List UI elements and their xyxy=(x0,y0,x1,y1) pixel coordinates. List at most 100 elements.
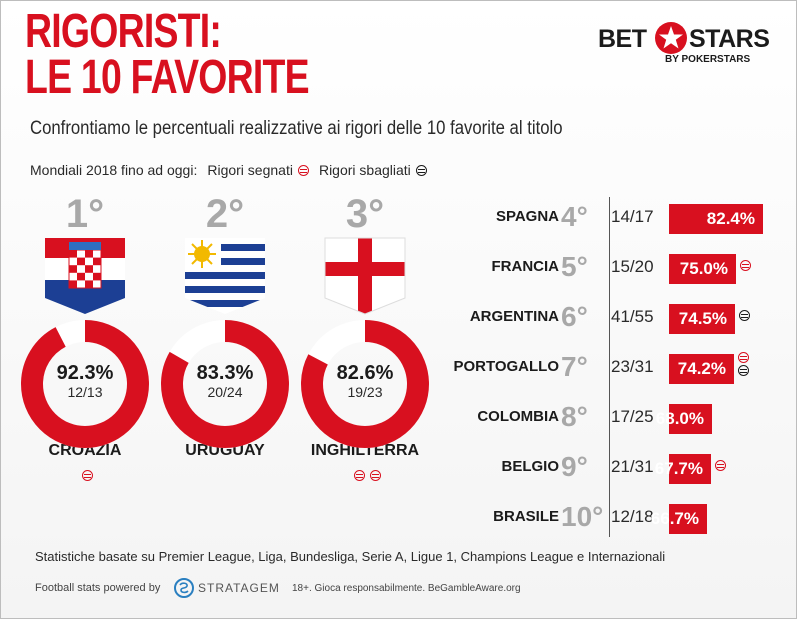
rank-label: 8° xyxy=(561,401,588,432)
subtitle: Confrontiamo le percentuali realizzative… xyxy=(30,118,563,139)
team-balls xyxy=(301,468,429,482)
bar-label: 67.7% xyxy=(654,459,703,478)
missed-ball-icon xyxy=(739,310,750,321)
donut-fraction: 12/13 xyxy=(67,384,103,400)
donut-percent: 82.6% xyxy=(336,362,394,384)
bar-label: 74.5% xyxy=(678,309,727,328)
column-divider xyxy=(609,197,610,537)
donut-svg xyxy=(161,320,289,448)
team-name: CROAZIA xyxy=(48,442,122,459)
rank-label: 5° xyxy=(561,251,588,282)
legend: Mondiali 2018 fino ad oggi: Rigori segna… xyxy=(30,162,427,178)
percentage-bar: 75.0% xyxy=(669,254,736,284)
rank-label: 1° xyxy=(65,192,105,236)
croatia-flag-icon xyxy=(43,236,127,316)
donut-chart: 82.6% 19/23 xyxy=(301,320,429,448)
scored-ball-icon xyxy=(370,470,381,481)
stratagem-icon xyxy=(174,578,194,598)
footer-responsible: 18+. Gioca responsabilmente. BeGambleAwa… xyxy=(292,583,521,594)
percentage-bar: 68.0% xyxy=(656,404,712,434)
footer-powered: Football stats powered by xyxy=(35,582,161,594)
podium-2: 2° xyxy=(161,194,289,482)
donut-fraction: 20/24 xyxy=(207,384,243,400)
team-name: SPAGNA xyxy=(495,208,559,225)
team-fraction: 41/55 xyxy=(611,307,654,326)
title-line-1: RIGORISTI: xyxy=(25,5,222,58)
team-fraction: 17/25 xyxy=(611,407,654,426)
legend-scored: Rigori segnati xyxy=(207,162,293,178)
bar-label: 82.4% xyxy=(706,209,755,228)
missed-ball-icon xyxy=(738,365,749,376)
stratagem-word: STRATAGEM xyxy=(198,581,280,595)
legend-missed: Rigori sbagliati xyxy=(318,162,411,178)
logo-word-bet: BET xyxy=(598,25,647,53)
rank-label: 3° xyxy=(345,192,385,236)
page-title: RIGORISTI: LE 10 FAVORITE xyxy=(25,5,310,104)
uruguay-flag-icon xyxy=(183,236,267,316)
team-fraction: 23/31 xyxy=(611,357,654,376)
donut-arc xyxy=(301,320,429,448)
team-name: ARGENTINA xyxy=(469,308,559,325)
donut-fraction: 19/23 xyxy=(347,384,383,400)
team-name: URUGUAY xyxy=(185,442,265,459)
percentage-bar: 74.2% xyxy=(669,354,734,384)
podium-1: 1° xyxy=(21,194,149,482)
rank-label: 2° xyxy=(205,192,245,236)
team-name: FRANCIA xyxy=(491,258,560,275)
bar-label: 66.7% xyxy=(650,509,699,528)
scored-ball-icon xyxy=(82,470,93,481)
team-balls xyxy=(161,468,289,482)
bar-label: 74.2% xyxy=(677,359,726,378)
donut-chart: 83.3% 20/24 xyxy=(161,320,289,448)
team-name: INGHILTERRA xyxy=(310,442,420,459)
logo-sub: BY POKERSTARS xyxy=(665,54,751,65)
scored-ball-icon xyxy=(738,352,749,363)
donut-chart: 92.3% 12/13 xyxy=(21,320,149,448)
team-fraction: 21/31 xyxy=(611,457,654,476)
podium-3: 3° 82.6% 19/23 INGHILTERRA xyxy=(301,194,429,482)
team-name: COLOMBIA xyxy=(477,408,559,425)
team-row: BELGIO 9° 21/31 67.7% xyxy=(421,447,781,487)
percentage-bar: 74.5% xyxy=(669,304,735,334)
rank-label: 9° xyxy=(561,451,588,482)
england-flag-icon xyxy=(323,236,407,316)
rank-label: 4° xyxy=(561,201,588,232)
scored-ball-icon xyxy=(297,164,309,176)
donut-percent: 83.3% xyxy=(196,362,254,384)
bar-label: 75.0% xyxy=(679,259,728,278)
team-row: FRANCIA 5° 15/20 75.0% xyxy=(421,247,781,287)
team-row: PORTOGALLO 7° 23/31 74.2% xyxy=(421,347,781,387)
betstars-logo: BET STARS BY POKERSTARS xyxy=(598,22,774,71)
team-fraction: 12/18 xyxy=(611,507,654,526)
donut-svg xyxy=(301,320,429,448)
star-icon xyxy=(655,22,687,54)
team-name: BRASILE xyxy=(493,508,559,525)
team-row: BRASILE 10° 12/18 66.7% xyxy=(421,497,781,537)
team-fraction: 14/17 xyxy=(611,207,654,226)
donut-arc xyxy=(161,320,289,448)
team-name: BELGIO xyxy=(501,458,559,475)
rank-label: 7° xyxy=(561,351,588,382)
legend-period: Mondiali 2018 fino ad oggi: xyxy=(30,162,198,178)
donut-svg xyxy=(21,320,149,448)
percentage-bar: 82.4% xyxy=(669,204,763,234)
logo-word-stars: STARS xyxy=(689,25,770,53)
stratagem-logo: STRATAGEM xyxy=(173,577,280,599)
rank-label: 6° xyxy=(561,301,588,332)
scored-ball-icon xyxy=(354,470,365,481)
footer-note: Statistiche basate su Premier League, Li… xyxy=(35,549,666,564)
percentage-bar: 66.7% xyxy=(651,504,707,534)
team-balls xyxy=(21,468,149,482)
team-row: COLOMBIA 8° 17/25 68.0% xyxy=(421,397,781,437)
scored-ball-icon xyxy=(740,260,751,271)
title-line-2: LE 10 FAVORITE xyxy=(25,51,310,104)
scored-ball-icon xyxy=(715,460,726,471)
missed-ball-icon xyxy=(415,164,427,176)
rank-label: 10° xyxy=(561,501,604,532)
team-fraction: 15/20 xyxy=(611,257,654,276)
team-row: SPAGNA 4° 14/17 82.4% xyxy=(421,197,781,237)
team-name: PORTOGALLO xyxy=(453,358,559,375)
team-row: ARGENTINA 6° 41/55 74.5% xyxy=(421,297,781,337)
bar-label: 68.0% xyxy=(655,409,704,428)
